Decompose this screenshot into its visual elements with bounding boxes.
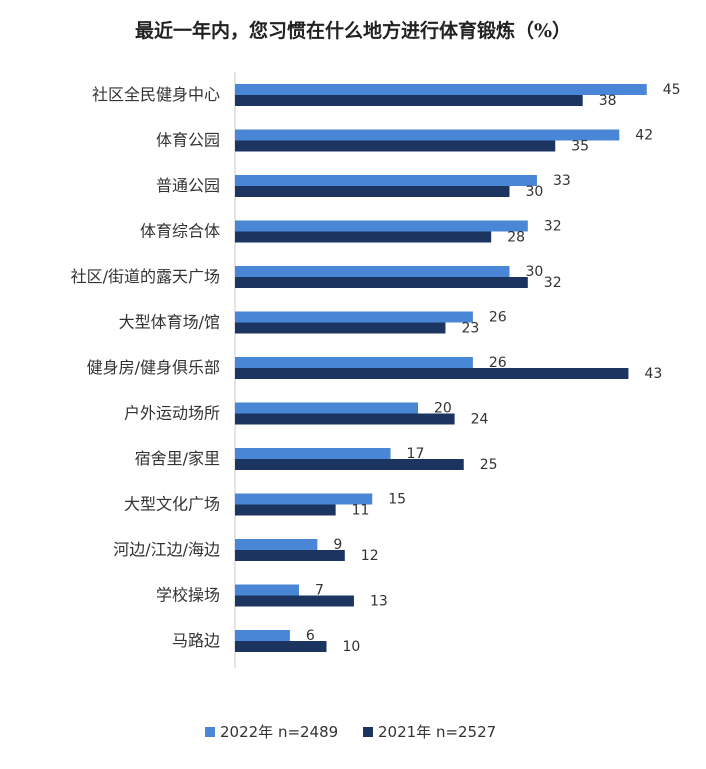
data-label: 30 (526, 264, 544, 280)
data-label: 17 (407, 446, 425, 462)
bar-2022 (235, 539, 318, 550)
category-label: 大型文化广场 (124, 495, 220, 514)
bar-2021 (235, 322, 446, 334)
data-label: 38 (599, 93, 617, 109)
category-labels: 社区全民健身中心体育公园普通公园体育综合体社区/街道的露天广场大型体育场/馆健身… (71, 85, 220, 650)
data-label: 30 (526, 184, 544, 200)
bar-2021 (235, 231, 492, 243)
data-label: 20 (434, 401, 452, 417)
bar-2021 (235, 413, 455, 425)
bar-2021 (235, 95, 583, 106)
data-label: 9 (333, 537, 342, 553)
bar-2022 (235, 220, 528, 232)
data-label: 26 (489, 355, 507, 371)
bar-2022 (235, 493, 373, 505)
category-label: 河边/江边/海边 (113, 540, 220, 559)
bar-2022 (235, 357, 473, 368)
data-label: 23 (461, 321, 479, 337)
data-label: 43 (644, 366, 662, 382)
category-label: 普通公园 (156, 176, 220, 195)
data-label: 13 (370, 594, 388, 610)
legend-swatch-2022 (205, 727, 215, 737)
bar-2022 (235, 311, 473, 323)
bar-2022 (235, 448, 391, 459)
category-label: 户外运动场所 (124, 404, 220, 423)
bar-2021 (235, 368, 629, 379)
data-label: 11 (352, 503, 370, 519)
data-label: 33 (553, 173, 571, 189)
data-label: 25 (480, 457, 498, 473)
data-label: 6 (306, 628, 315, 644)
bar-2022 (235, 630, 290, 641)
bar-2021 (235, 595, 354, 607)
bar-2021 (235, 140, 556, 152)
bar-2022 (235, 584, 300, 596)
bar-2022 (235, 402, 418, 414)
data-label: 28 (507, 230, 525, 246)
legend: 2022年 n=2489 2021年 n=2527 (205, 723, 496, 741)
legend-label-2022: 2022年 n=2489 (220, 723, 338, 741)
bar-2021 (235, 277, 528, 288)
data-label: 45 (663, 82, 681, 98)
category-label: 大型体育场/馆 (119, 313, 220, 332)
category-label: 宿舍里/家里 (135, 449, 220, 468)
data-label: 12 (361, 548, 379, 564)
category-label: 体育公园 (156, 131, 220, 150)
category-label: 学校操场 (156, 586, 220, 605)
category-label: 马路边 (172, 631, 220, 650)
category-label: 社区全民健身中心 (92, 85, 220, 104)
legend-swatch-2021 (363, 727, 373, 737)
bar-2022 (235, 129, 620, 141)
data-label: 42 (635, 128, 653, 144)
bar-2022 (235, 84, 647, 95)
category-label: 健身房/健身俱乐部 (87, 358, 220, 377)
data-label: 32 (544, 219, 562, 235)
data-label: 15 (388, 492, 406, 508)
data-label: 26 (489, 310, 507, 326)
data-label: 32 (544, 275, 562, 291)
bar-2021 (235, 550, 345, 561)
legend-label-2021: 2021年 n=2527 (378, 723, 496, 741)
chart-title: 最近一年内，您习惯在什么地方进行体育锻炼（%） (135, 19, 571, 42)
data-label: 7 (315, 583, 324, 599)
category-label: 社区/街道的露天广场 (71, 267, 220, 286)
bar-2022 (235, 266, 510, 277)
bars (235, 84, 647, 652)
category-label: 体育综合体 (140, 222, 220, 241)
data-label: 35 (571, 139, 589, 155)
data-labels: 4538423533303228303226232643202417251511… (306, 82, 681, 655)
data-label: 24 (471, 412, 489, 428)
bar-2021 (235, 186, 510, 197)
bar-2021 (235, 641, 327, 652)
bar-2022 (235, 175, 537, 186)
bar-2021 (235, 459, 464, 470)
data-label: 10 (343, 639, 361, 655)
bar-2021 (235, 504, 336, 516)
